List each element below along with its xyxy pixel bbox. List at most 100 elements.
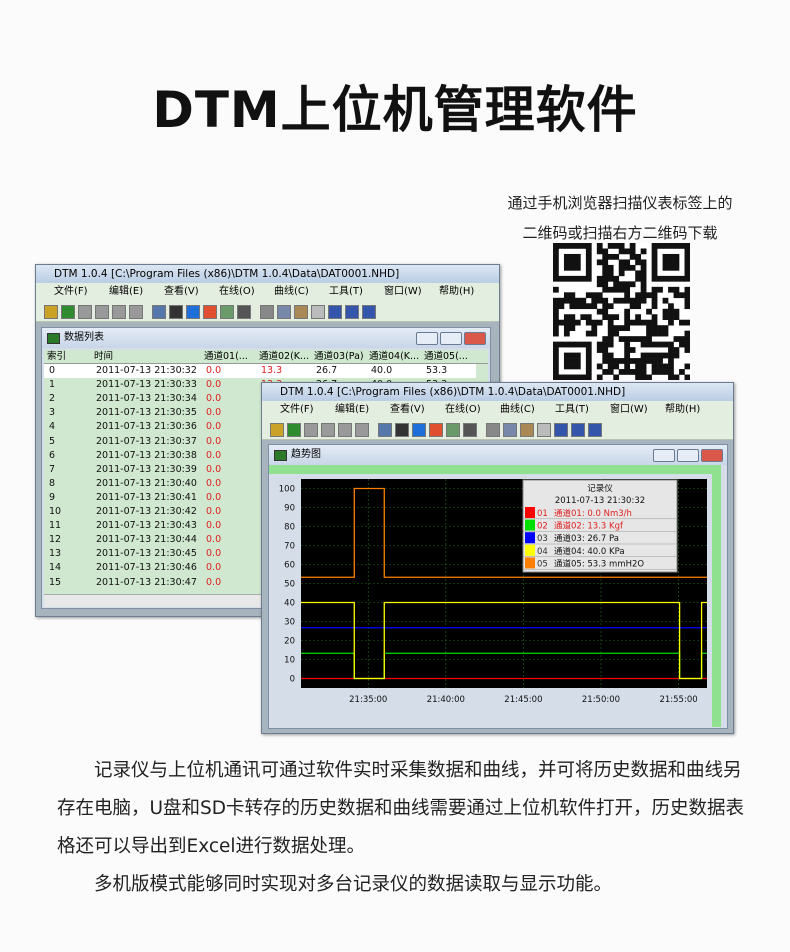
qr-module <box>558 374 565 380</box>
qr-module <box>651 286 658 293</box>
qr-module <box>635 303 641 310</box>
qr-module <box>569 297 576 304</box>
menu-bar: 文件(F) 编辑(E) 查看(V) 在线(O) 曲线(C) 工具(T) 窗口(W) 帮助(H) <box>262 401 733 419</box>
qr-module <box>646 330 652 337</box>
table-cell: 7 <box>49 463 56 475</box>
qr-module <box>618 243 625 249</box>
toolbar-button <box>588 423 602 437</box>
menu-item: 窗口(W) <box>610 404 648 415</box>
qr-module <box>651 319 658 326</box>
table-cell: 10 <box>49 506 62 517</box>
column-header: 通道02(K... <box>259 351 310 362</box>
green-strip <box>712 465 721 727</box>
menu-item: 曲线(C) <box>274 286 309 297</box>
qr-module <box>673 264 680 271</box>
qr-module <box>618 336 625 342</box>
table-cell: 40.0 <box>371 365 393 376</box>
qr-module <box>596 347 603 353</box>
qr-module <box>679 275 685 282</box>
toolbar-button <box>294 305 308 319</box>
table-cell: 0.0 <box>206 562 222 574</box>
qr-module <box>553 308 559 315</box>
qr-module <box>651 264 658 271</box>
legend-swatch <box>525 544 535 556</box>
qr-module <box>596 248 603 255</box>
qr-module <box>629 303 636 310</box>
table-cell: 0.0 <box>206 491 222 503</box>
qr-module <box>651 341 658 348</box>
qr-module <box>585 358 592 364</box>
qr-module <box>684 292 690 299</box>
qr-module <box>668 243 674 249</box>
qr-module <box>668 314 674 321</box>
qr-module <box>613 374 620 380</box>
table-cell: 0.0 <box>206 576 222 588</box>
qr-module <box>662 352 669 359</box>
qr-caption: 通过手机浏览器扫描仪表标签上的 <box>507 194 733 212</box>
qr-module <box>629 347 636 353</box>
qr-module <box>591 303 598 310</box>
toolbar-button <box>112 305 126 319</box>
table-cell: 13 <box>49 548 62 560</box>
qr-module <box>585 347 592 353</box>
y-tick-label: 100 <box>279 485 295 495</box>
qr-module <box>635 369 641 375</box>
qr-code <box>553 243 690 380</box>
qr-module <box>673 347 680 353</box>
table-cell: 13.3 <box>261 365 283 376</box>
x-tick-label: 21:40:00 <box>427 695 465 705</box>
qr-module <box>569 358 576 364</box>
toolbar-button <box>395 423 409 437</box>
qr-module <box>662 330 669 337</box>
toolbar-button <box>95 305 109 319</box>
table-cell: 2011-07-13 21:30:34 <box>96 393 197 405</box>
panel-button <box>653 449 675 462</box>
qr-module <box>684 286 690 293</box>
toolbar-button <box>338 423 352 437</box>
qr-module <box>553 248 559 255</box>
qr-module <box>585 330 592 337</box>
window: DTM 1.0.4 [C:\Program Files (x86)\DTM 1.… <box>261 382 734 734</box>
qr-module <box>591 292 598 299</box>
qr-module <box>563 374 570 380</box>
qr-module <box>657 352 663 359</box>
qr-module <box>673 308 680 315</box>
panel-icon <box>274 450 287 461</box>
qr-module <box>668 253 674 260</box>
qr-module <box>640 369 647 375</box>
qr-module <box>580 314 587 321</box>
qr-module <box>640 259 647 266</box>
qr-module <box>662 243 669 249</box>
qr-module <box>574 341 581 348</box>
table-cell: 2011-07-13 21:30:40 <box>96 477 197 489</box>
qr-module <box>651 275 658 282</box>
x-tick-label: 21:45:00 <box>504 695 542 705</box>
qr-module <box>574 297 581 304</box>
qr-module <box>668 286 674 293</box>
table-cell: 0.0 <box>206 435 222 447</box>
table-cell: 8 <box>49 477 56 489</box>
series-line <box>301 487 707 578</box>
menu-item: 查看(V) <box>390 404 425 415</box>
qr-module <box>585 264 592 271</box>
qr-module <box>635 336 641 342</box>
panel-button <box>416 332 438 345</box>
qr-module <box>624 314 631 321</box>
qr-module <box>553 264 559 271</box>
qr-module <box>558 297 565 304</box>
qr-module <box>629 264 636 271</box>
qr-module <box>618 369 625 375</box>
qr-module <box>624 336 631 342</box>
qr-module <box>651 325 658 331</box>
qr-module <box>602 369 609 375</box>
qr-module <box>624 308 631 315</box>
panel-button <box>701 449 723 462</box>
qr-module <box>624 358 631 364</box>
y-tick-label: 50 <box>284 580 295 590</box>
qr-module <box>673 243 680 249</box>
panel-icon <box>47 333 60 344</box>
menu-item: 在线(O) <box>219 286 255 297</box>
qr-module <box>679 292 685 299</box>
qr-module <box>640 319 647 326</box>
